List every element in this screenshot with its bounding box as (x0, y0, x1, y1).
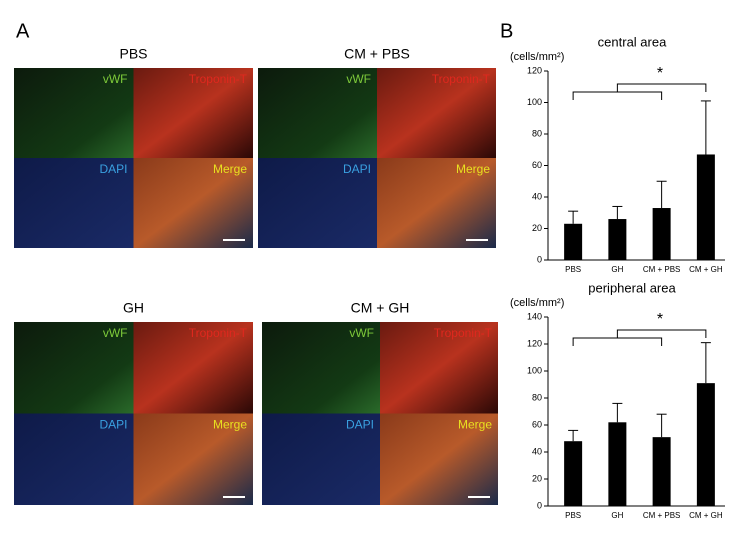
micrograph-channel (133, 68, 253, 158)
panel-label: A (16, 20, 30, 42)
bar (696, 383, 715, 506)
micrograph-channel (14, 322, 134, 414)
micrograph-channel (262, 322, 380, 414)
x-tick-label: PBS (565, 511, 581, 520)
channel-label: DAPI (346, 418, 374, 432)
channel-label: Troponin-T (189, 326, 248, 340)
x-tick-label: CM + GH (689, 511, 723, 520)
channel-label: vWF (349, 326, 374, 340)
bar (564, 441, 583, 506)
y-tick-label: 0 (537, 500, 542, 510)
y-tick-label: 80 (532, 392, 542, 402)
x-tick-label: CM + PBS (643, 511, 681, 520)
y-tick-label: 120 (527, 65, 542, 75)
bar (564, 223, 583, 260)
y-tick-label: 60 (532, 160, 542, 170)
significance-marker: * (657, 311, 663, 328)
y-axis-label: (cells/mm²) (510, 297, 564, 309)
channel-label: Troponin-T (432, 72, 491, 86)
y-tick-label: 40 (532, 191, 542, 201)
micrograph-title: CM + GH (351, 300, 410, 316)
micrograph-title: PBS (119, 46, 147, 62)
channel-label: vWF (346, 72, 371, 86)
micrograph-channel (262, 413, 380, 505)
y-tick-label: 100 (527, 365, 542, 375)
y-tick-label: 140 (527, 311, 542, 321)
micrograph-channel (133, 158, 253, 248)
micrograph-channel (380, 322, 498, 414)
y-tick-label: 80 (532, 128, 542, 138)
micrograph-channel (258, 158, 377, 248)
x-tick-label: PBS (565, 265, 581, 274)
y-tick-label: 0 (537, 254, 542, 264)
bar (608, 219, 627, 260)
channel-label: DAPI (99, 418, 127, 432)
channel-label: Merge (456, 162, 490, 176)
y-tick-label: 60 (532, 419, 542, 429)
significance-bracket (572, 329, 707, 346)
chart-title: central area (598, 34, 667, 49)
channel-label: vWF (103, 72, 128, 86)
micrograph-channel (133, 413, 253, 505)
bar (696, 154, 715, 260)
micrograph-channel (14, 413, 134, 505)
micrograph-channel (258, 68, 377, 158)
x-tick-label: GH (611, 265, 623, 274)
channel-label: Troponin-T (434, 326, 493, 340)
bar (652, 208, 671, 260)
x-tick-label: CM + GH (689, 265, 723, 274)
channel-label: Merge (213, 418, 247, 432)
channel-label: vWF (103, 326, 128, 340)
bar (608, 422, 627, 506)
significance-marker: * (657, 65, 663, 82)
channel-label: Merge (213, 162, 247, 176)
micrograph-channel (14, 68, 134, 158)
bar (652, 437, 671, 506)
micrograph-channel (133, 322, 253, 414)
micrograph-channel (14, 158, 134, 248)
micrograph-channel (377, 158, 496, 248)
significance-bracket (572, 83, 707, 100)
chart-title: peripheral area (588, 280, 676, 295)
channel-label: DAPI (343, 162, 371, 176)
micrograph-channel (380, 413, 498, 505)
y-tick-label: 100 (527, 97, 542, 107)
micrograph-title: GH (123, 300, 144, 316)
y-axis-label: (cells/mm²) (510, 51, 564, 63)
y-tick-label: 20 (532, 473, 542, 483)
x-tick-label: CM + PBS (643, 265, 681, 274)
panel-label: B (500, 20, 513, 42)
y-tick-label: 20 (532, 223, 542, 233)
channel-label: Merge (458, 418, 492, 432)
micrograph-channel (377, 68, 496, 158)
channel-label: DAPI (99, 162, 127, 176)
micrograph-title: CM + PBS (344, 46, 410, 62)
channel-label: Troponin-T (189, 72, 248, 86)
y-tick-label: 40 (532, 446, 542, 456)
y-tick-label: 120 (527, 338, 542, 348)
x-tick-label: GH (611, 511, 623, 520)
